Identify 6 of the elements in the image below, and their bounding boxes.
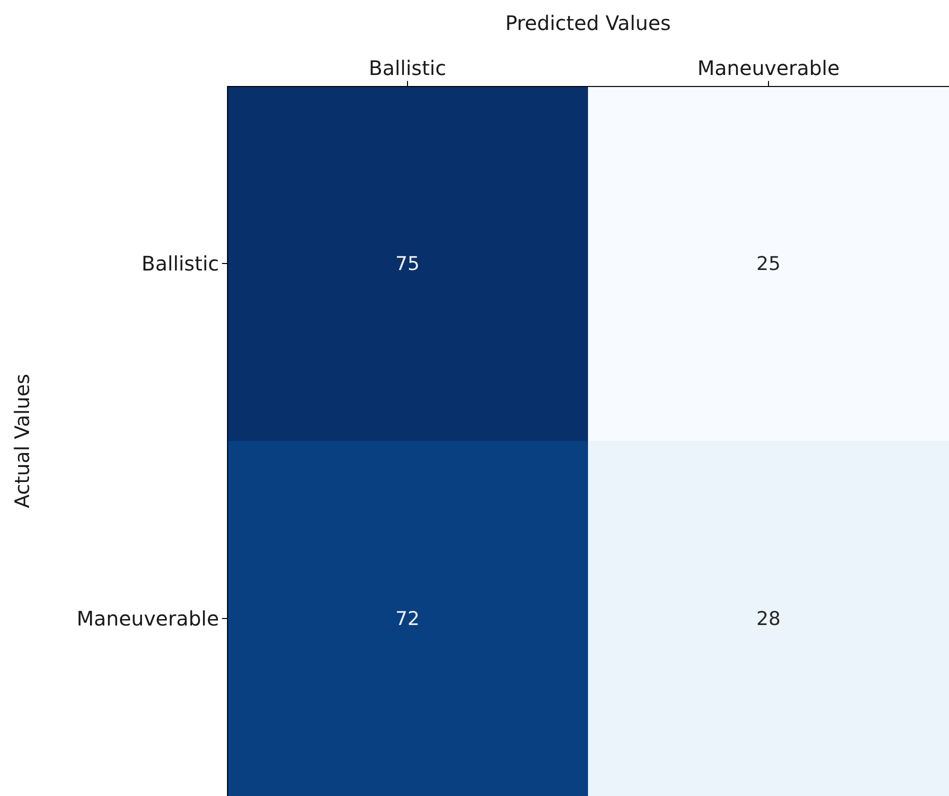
y-axis-title: Actual Values [10, 374, 34, 508]
data-label: 72 [395, 608, 420, 630]
data-label: 75 [395, 253, 420, 276]
data-label: 25 [756, 253, 781, 276]
data-label: 28 [756, 608, 781, 630]
chart-title: Predicted Values [505, 11, 671, 35]
